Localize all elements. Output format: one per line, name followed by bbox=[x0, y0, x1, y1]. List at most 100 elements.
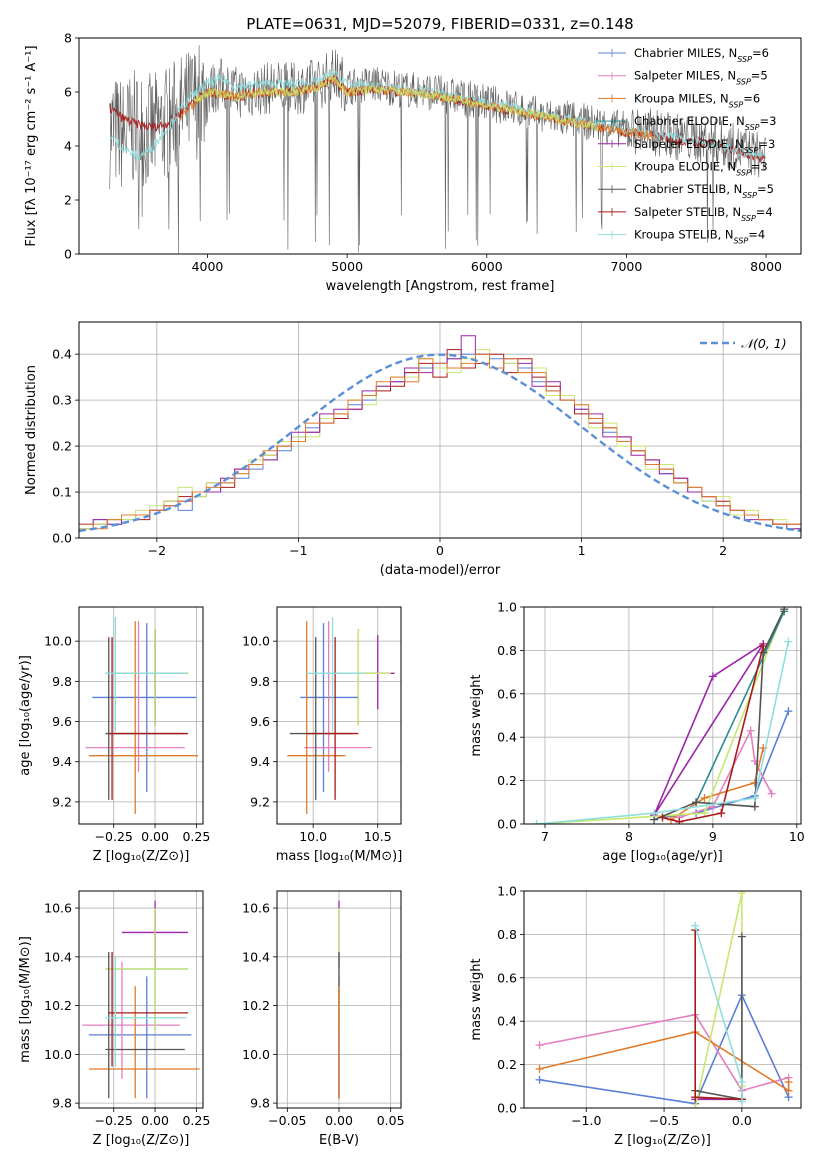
y-tick-label: 10.0 bbox=[242, 1047, 270, 1062]
x-tick-label: 1 bbox=[578, 543, 586, 558]
legend-label-text: Chabrier STELIB, N bbox=[634, 182, 742, 196]
axes-frame bbox=[78, 606, 204, 825]
weight-marker-kroupa_stelib bbox=[650, 809, 659, 818]
axes-frame bbox=[276, 606, 402, 825]
legend-label: Chabrier MILES, NSSP=6 bbox=[634, 46, 769, 64]
legend-label-sub: SSP bbox=[737, 55, 752, 64]
errorbar-chabrier_stelib bbox=[105, 637, 185, 800]
x-tick-label: 7 bbox=[541, 829, 549, 844]
y-tick-label: 2 bbox=[64, 193, 72, 208]
weight-marker-chabrier_miles bbox=[784, 707, 793, 716]
weight-marker-kroupa_stelib bbox=[691, 921, 700, 930]
weight-marker-chabrier_stelib bbox=[750, 802, 759, 811]
y-tick-label: 0.0 bbox=[497, 817, 517, 832]
legend-label-tail: =4 bbox=[748, 228, 765, 242]
y-tick-label: 4 bbox=[64, 139, 72, 154]
plot-area-age_vs_Z bbox=[85, 617, 199, 814]
legend-label: Salpeter STELIB, NSSP=4 bbox=[634, 205, 773, 223]
x-tick-label: −1 bbox=[289, 543, 307, 558]
plot-area-residuals bbox=[79, 335, 801, 533]
x-tick-label: 0.00 bbox=[141, 1113, 169, 1128]
plot-area-weight_vs_age bbox=[532, 607, 793, 824]
y-axis-label: Normed distribution bbox=[24, 365, 39, 495]
y-tick-label: 0.1 bbox=[52, 485, 72, 500]
x-tick-label: −2 bbox=[148, 543, 166, 558]
weight-marker-kroupa_elodie bbox=[737, 891, 746, 898]
plot-area-spectrum bbox=[109, 45, 767, 254]
weight-marker-chabrier_stelib bbox=[737, 932, 746, 941]
x-tick-label: −0.25 bbox=[95, 1113, 133, 1128]
legend-label-sub: SSP bbox=[745, 123, 760, 132]
legend-label-sub: SSP bbox=[736, 168, 751, 177]
legend-label-sub: SSP bbox=[734, 236, 749, 245]
y-tick-label: 9.8 bbox=[52, 674, 72, 689]
axes-frame bbox=[523, 606, 802, 825]
x-tick-label: −0.25 bbox=[95, 829, 133, 844]
weight-marker-salpeter_miles bbox=[746, 726, 755, 735]
x-axis-label: Z [log₁₀(Z/Z⊙)] bbox=[614, 1133, 711, 1148]
weight-marker-kroupa_stelib bbox=[784, 637, 793, 646]
y-tick-label: 0.8 bbox=[497, 927, 517, 942]
y-tick-label: 0 bbox=[64, 247, 72, 262]
errorbar-salpeter_stelib bbox=[108, 637, 189, 800]
y-tick-label: 10.4 bbox=[242, 949, 270, 964]
legend-label-text: Kroupa ELODIE, N bbox=[634, 160, 736, 174]
x-tick-label: 2 bbox=[719, 543, 727, 558]
legend-label-sub: SSP bbox=[736, 77, 751, 86]
x-tick-label: 8 bbox=[625, 829, 633, 844]
errorbar-salpeter_miles bbox=[304, 621, 372, 772]
y-tick-label: 9.2 bbox=[52, 794, 72, 809]
y-tick-label: 10.6 bbox=[242, 901, 270, 916]
weight-marker-kroupa_stelib bbox=[737, 1077, 746, 1086]
y-tick-label: 10.4 bbox=[44, 949, 72, 964]
y-axis-label: mass weight bbox=[469, 958, 484, 1040]
y-tick-label: 9.2 bbox=[250, 794, 270, 809]
weight-line-chabrier_miles bbox=[539, 993, 790, 1105]
y-tick-label: 6 bbox=[64, 85, 72, 100]
x-tick-label: 8000 bbox=[750, 259, 782, 274]
legend-label: 𝒩(0, 1) bbox=[741, 336, 787, 351]
legend-label-sub: SSP bbox=[742, 191, 757, 200]
y-tick-label: 0.2 bbox=[497, 1057, 517, 1072]
y-tick-label: 0.0 bbox=[497, 1101, 517, 1116]
y-tick-label: 9.6 bbox=[250, 714, 270, 729]
y-tick-label: 0.2 bbox=[52, 439, 72, 454]
weight-marker-salpeter_stelib bbox=[717, 809, 726, 818]
errorbar-kroupa_stelib bbox=[105, 956, 187, 1067]
weight-marker-kroupa_miles bbox=[784, 1077, 793, 1086]
weight-marker-salpeter_stelib bbox=[675, 817, 684, 824]
x-tick-label: −0.05 bbox=[268, 1113, 306, 1128]
legend-label-sub: SSP bbox=[729, 100, 744, 109]
legend-label-tail: =3 bbox=[751, 160, 768, 174]
errorbar-kroupa_elodie bbox=[105, 908, 189, 1030]
x-tick-label: 0.00 bbox=[141, 829, 169, 844]
y-tick-label: 1.0 bbox=[497, 884, 517, 899]
y-tick-label: 0.6 bbox=[497, 970, 517, 985]
errorbar-kroupa_miles bbox=[88, 986, 200, 1099]
x-axis-label: (data-model)/error bbox=[380, 563, 501, 578]
x-tick-label: 0.25 bbox=[182, 1113, 210, 1128]
x-axis-label: Z [log₁₀(Z/Z⊙)] bbox=[93, 849, 190, 864]
x-tick-label: 10 bbox=[789, 829, 805, 844]
y-tick-label: 0.8 bbox=[497, 643, 517, 658]
weight-marker-kroupa_miles bbox=[535, 1064, 544, 1073]
weight-marker-chabrier_miles bbox=[535, 1075, 544, 1084]
legend: 𝒩(0, 1) bbox=[700, 336, 787, 351]
axes-frame bbox=[78, 321, 802, 539]
y-tick-label: 10.0 bbox=[44, 1047, 72, 1062]
errorbar-kroupa_stelib bbox=[306, 617, 365, 732]
panel-spectrum: 4000 5000 6000 7000 8000 0 2 4 6 8 wavelength [Ang… bbox=[24, 31, 782, 295]
weight-marker-salpeter_stelib bbox=[658, 813, 667, 822]
weight-marker-chabrier_stelib bbox=[692, 798, 701, 807]
errorbar-salpeter_stelib bbox=[306, 637, 359, 800]
errorbar-salpeter_stelib bbox=[108, 951, 189, 1067]
weight-marker-salpeter_stelib bbox=[691, 1093, 700, 1102]
y-tick-label: 9.8 bbox=[52, 1096, 72, 1111]
y-tick-label: 9.4 bbox=[52, 754, 72, 769]
y-axis-label: mass [log₁₀(M/M⊙)] bbox=[18, 936, 33, 1063]
y-tick-label: 10.0 bbox=[242, 634, 270, 649]
weight-line-salpeter_miles bbox=[539, 1013, 789, 1092]
errorbar-kroupa_miles bbox=[88, 621, 199, 814]
legend-label-sub: SSP bbox=[741, 213, 756, 222]
